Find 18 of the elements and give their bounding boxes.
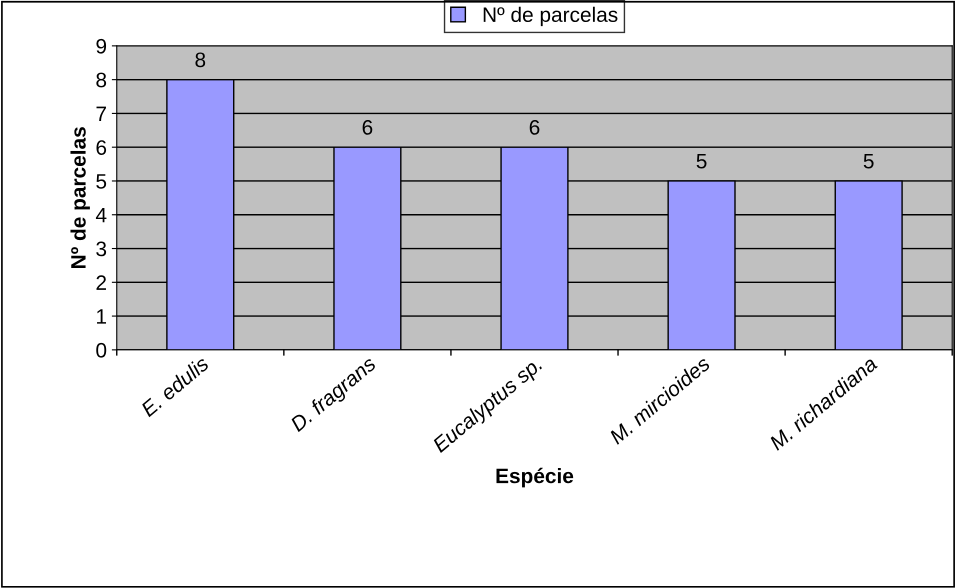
y-tick-label: 1 xyxy=(97,309,106,324)
y-tick-label: 7 xyxy=(96,106,106,121)
y-tick-label: 9 xyxy=(96,38,106,54)
data-label: 6 xyxy=(530,120,540,135)
data-label: 6 xyxy=(362,120,372,135)
data-label: 5 xyxy=(864,154,874,169)
legend-label: Nº de parcelas xyxy=(484,6,618,26)
y-axis-title: Nº de parcelas xyxy=(70,127,90,268)
y-tick-label: 2 xyxy=(96,275,106,290)
data-label: 5 xyxy=(696,154,706,169)
y-tick-label: 6 xyxy=(96,140,106,155)
y-tick-label: 0 xyxy=(96,342,106,358)
y-tick-label: 5 xyxy=(96,174,106,189)
y-tick-label: 4 xyxy=(96,208,106,222)
x-axis-title: Espécie xyxy=(496,468,574,488)
y-tick-label: 8 xyxy=(96,72,106,88)
y-tick-label: 3 xyxy=(96,242,106,256)
data-label: 8 xyxy=(195,52,206,68)
